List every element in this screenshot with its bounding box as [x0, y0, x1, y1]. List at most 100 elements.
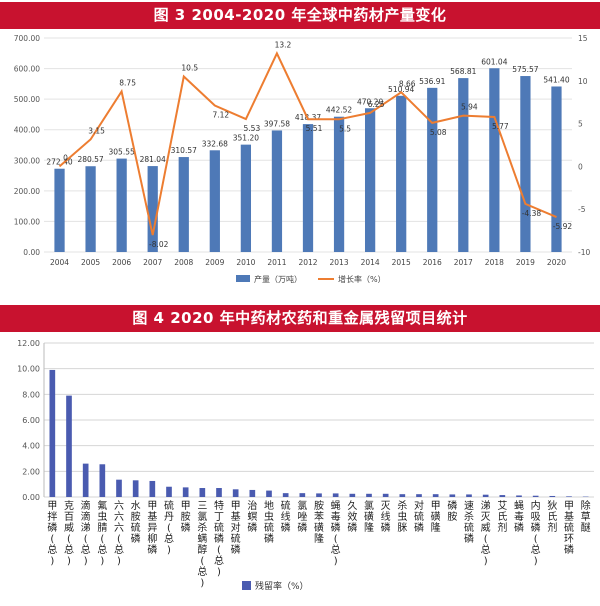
residue-bar — [66, 396, 72, 497]
residue-bar — [566, 496, 572, 497]
x-tick-label: 磷胺 — [447, 499, 457, 523]
x-tick-label: 克百威(总) — [64, 500, 74, 567]
growth-data-label: 8.75 — [119, 79, 136, 88]
production-data-label: 310.57 — [171, 146, 197, 155]
x-tick-label: 甲基硫环磷 — [564, 501, 574, 556]
x-tick-label: 涕灭威(总) — [481, 499, 491, 567]
residue-bar — [200, 488, 206, 497]
growth-data-label: 13.2 — [275, 40, 292, 49]
y-tick-label: 10.00 — [17, 365, 40, 374]
growth-data-label: 3.15 — [88, 126, 105, 135]
x-tick-label: 滴滴涕(总) — [81, 499, 91, 567]
x-tick-label: 水胺硫磷 — [131, 500, 141, 545]
x-tick-label: 2016 — [423, 258, 442, 267]
production-bar — [117, 159, 127, 252]
x-tick-label: 2017 — [454, 258, 473, 267]
y-right-tick-label: 5 — [578, 120, 583, 129]
y-right-tick-label: -5 — [578, 205, 586, 214]
production-bar — [179, 157, 189, 252]
production-bar — [241, 145, 251, 252]
residue-bar — [133, 480, 139, 497]
y-left-tick-label: 100.00 — [14, 217, 40, 226]
x-tick-label: 灭线磷 — [381, 500, 391, 534]
growth-data-label: 0 — [63, 153, 68, 162]
legend-swatch — [242, 581, 251, 590]
x-tick-label: 特丁硫磷(总) — [214, 500, 224, 578]
x-tick-label: 内吸磷(总) — [531, 499, 541, 567]
residue-bar — [516, 495, 522, 497]
x-tick-label: 2008 — [174, 258, 193, 267]
residue-bar — [316, 493, 322, 497]
residue-bar — [83, 464, 89, 497]
x-tick-label: 治螟磷 — [247, 499, 257, 534]
x-tick-label: 甲拌磷(总) — [47, 501, 57, 567]
residue-bar — [400, 494, 406, 497]
y-tick-label: 2.00 — [22, 467, 40, 476]
y-tick-label: 12.00 — [17, 339, 40, 348]
x-tick-label: 2014 — [361, 258, 380, 267]
production-bar — [489, 68, 499, 252]
production-bar — [334, 117, 344, 252]
residue-chart: 0.002.004.006.008.0010.0012.00甲拌磷(总)克百威(… — [0, 333, 600, 602]
x-tick-label: 艾氏剂 — [497, 500, 507, 534]
production-bar — [54, 169, 64, 252]
production-bar — [396, 96, 406, 252]
production-bar — [85, 166, 95, 252]
x-tick-label: 蝇毒磷 — [514, 500, 524, 534]
growth-data-label: -8.02 — [149, 240, 169, 249]
x-tick-label: 甲磺隆 — [431, 501, 441, 534]
y-right-tick-label: -10 — [578, 248, 590, 257]
x-tick-label: 胺苯磺隆 — [314, 499, 324, 545]
residue-bar — [500, 495, 506, 497]
residue-bar — [483, 495, 489, 497]
residue-bar — [166, 487, 172, 497]
x-tick-label: 2012 — [298, 258, 317, 267]
x-tick-label: 2020 — [547, 258, 566, 267]
residue-bar — [383, 494, 389, 497]
residue-bar — [350, 494, 356, 497]
x-tick-label: 2019 — [516, 258, 535, 267]
x-tick-label: 三氯杀螨醇(总) — [197, 501, 207, 589]
chart1-title: 图 3 2004-2020 年全球中药材产量变化 — [0, 2, 600, 29]
production-bar — [365, 108, 375, 252]
y-left-tick-label: 200.00 — [14, 187, 40, 196]
x-tick-label: 狄氏剂 — [547, 500, 557, 534]
growth-data-label: 5.51 — [306, 124, 323, 133]
x-tick-label: 氟虫腈(总) — [97, 499, 107, 567]
residue-bar — [466, 494, 472, 497]
x-tick-label: 硫丹(总) — [164, 499, 174, 556]
production-data-label: 332.68 — [202, 139, 228, 148]
residue-bar — [150, 481, 156, 497]
y-tick-label: 4.00 — [22, 442, 40, 451]
production-data-label: 351.20 — [233, 134, 259, 143]
residue-bar — [300, 493, 306, 497]
residue-bar — [416, 494, 422, 497]
residue-bar — [100, 464, 106, 497]
y-right-tick-label: 0 — [578, 162, 583, 171]
x-tick-label: 2009 — [205, 258, 224, 267]
production-data-label: 541.40 — [543, 75, 569, 84]
y-left-tick-label: 600.00 — [14, 65, 40, 74]
y-left-tick-label: 400.00 — [14, 126, 40, 135]
residue-bar — [450, 494, 456, 497]
production-data-label: 397.58 — [264, 119, 290, 128]
growth-data-label: 5.08 — [430, 128, 447, 137]
residue-bar — [50, 370, 56, 497]
production-bar — [210, 150, 220, 252]
residue-bar — [366, 494, 372, 497]
x-tick-label: 地虫硫磷 — [264, 499, 274, 545]
x-tick-label: 2011 — [267, 258, 286, 267]
legend-label: 残留率（%） — [255, 580, 309, 592]
y-tick-label: 6.00 — [22, 416, 40, 425]
legend-bar-swatch — [236, 275, 250, 282]
production-data-label: 280.57 — [77, 155, 103, 164]
residue-bar — [333, 493, 339, 497]
production-bar — [520, 76, 530, 252]
residue-bar — [433, 494, 439, 497]
x-tick-label: 除草醚 — [581, 499, 591, 534]
x-tick-label: 2015 — [392, 258, 411, 267]
growth-data-label: 5.53 — [244, 124, 261, 133]
residue-bar — [550, 496, 556, 497]
production-data-label: 305.55 — [109, 148, 135, 157]
